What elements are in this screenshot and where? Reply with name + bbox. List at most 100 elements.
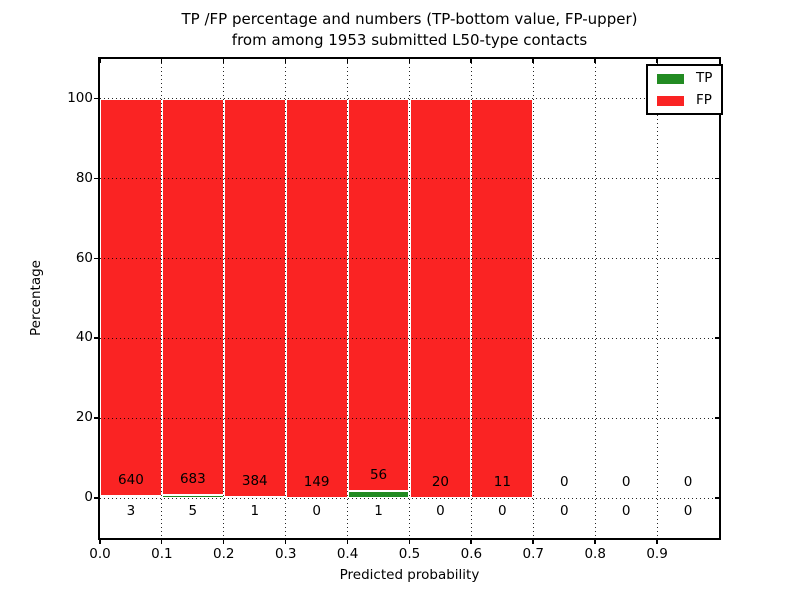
y-tick-mark [94, 337, 98, 339]
x-tick-label: 0.3 [274, 546, 297, 562]
h-gridline [100, 417, 719, 419]
fp-bar-segment [161, 98, 224, 496]
y-tick-label: 40 [75, 329, 93, 346]
tp-count-label: 0 [498, 503, 507, 520]
y-tick-label: 100 [67, 89, 93, 106]
x-tick-mark [222, 540, 225, 544]
x-tick-mark-top [656, 59, 658, 63]
x-tick-mark [346, 540, 349, 544]
tp-count-label: 1 [250, 503, 260, 520]
fp-count-label: 384 [241, 473, 268, 490]
x-tick-mark-top [222, 59, 225, 63]
fp-count-label: 56 [369, 467, 388, 484]
fp-color-swatch [657, 95, 684, 106]
x-tick-label: 0.0 [89, 546, 111, 562]
y-tick-mark-right [715, 257, 719, 260]
tp-color-swatch [657, 73, 684, 84]
legend-item-tp: TP [657, 70, 713, 86]
x-tick-mark-top [346, 59, 349, 63]
h-gridline [100, 337, 719, 339]
y-tick-mark-right [715, 337, 719, 339]
tp-count-label: 0 [559, 503, 569, 520]
fp-count-label: 683 [179, 471, 206, 488]
x-tick-label: 0.2 [213, 546, 235, 562]
y-tick-label: 0 [84, 489, 93, 506]
y-tick-mark [94, 417, 98, 419]
tp-count-label: 0 [621, 503, 631, 520]
fp-count-label: 11 [493, 474, 511, 491]
fp-bar-segment [100, 98, 162, 497]
fp-count-label: 0 [683, 474, 693, 491]
fp-bar-segment [347, 98, 410, 492]
plot-area: 640 3 683 5 384 1 149 0 56 1 20 0 11 0 0 0 0 0 0 0 [99, 59, 719, 538]
v-gridline [594, 59, 596, 538]
x-tick-mark [470, 540, 472, 544]
x-tick-label: 0.9 [646, 546, 668, 562]
x-tick-mark-top [284, 59, 287, 63]
y-tick-mark-right [715, 177, 719, 180]
legend-item-fp: FP [657, 92, 712, 108]
y-tick-label: 20 [75, 409, 93, 426]
x-tick-mark-top [594, 59, 596, 63]
y-tick-mark-right [715, 417, 719, 419]
legend-label-fp: FP [696, 92, 712, 108]
y-tick-mark [94, 177, 98, 180]
y-tick-mark-right [715, 497, 719, 499]
y-tick-mark [94, 497, 98, 499]
x-tick-mark [656, 540, 658, 544]
v-gridline [161, 59, 163, 538]
fp-count-label: 0 [621, 474, 631, 491]
v-gridline [532, 59, 534, 538]
fp-bar-segment [471, 98, 534, 499]
tp-count-label: 1 [374, 503, 383, 520]
x-tick-mark [160, 540, 163, 544]
chart-title: TP /FP percentage and numbers (TP-bottom… [100, 9, 719, 51]
x-tick-mark [594, 540, 596, 544]
v-gridline [656, 59, 658, 538]
x-tick-label: 0.6 [460, 546, 483, 562]
fp-count-label: 20 [431, 474, 450, 491]
x-tick-mark-top [470, 59, 472, 63]
fp-bar-segment [285, 98, 348, 499]
y-tick-label: 60 [75, 249, 93, 266]
v-gridline [409, 59, 410, 538]
y-tick-label: 80 [75, 169, 93, 186]
legend-label-tp: TP [696, 70, 713, 86]
tp-count-label: 3 [126, 503, 136, 520]
tp-count-label: 5 [188, 503, 198, 520]
h-gridline [100, 178, 719, 180]
x-tick-mark-top [99, 59, 101, 63]
y-tick-mark [94, 257, 98, 260]
x-tick-label: 0.8 [584, 546, 606, 562]
fp-bar-segment [409, 98, 472, 499]
chart-title-line1: TP /FP percentage and numbers (TP-bottom… [181, 10, 638, 28]
x-tick-mark [532, 540, 534, 544]
v-gridline [223, 59, 225, 538]
legend: TP FP [646, 64, 724, 115]
fp-count-label: 640 [118, 472, 144, 489]
tp-count-label: 0 [683, 503, 693, 520]
v-gridline [470, 59, 472, 538]
h-gridline [100, 258, 719, 260]
x-tick-mark [408, 540, 410, 544]
x-tick-mark-top [408, 59, 410, 63]
v-gridline [285, 59, 287, 538]
tp-count-label: 0 [312, 503, 321, 520]
y-axis-title: Percentage [28, 260, 44, 336]
v-gridline [347, 59, 349, 538]
fp-bar-segment [223, 98, 286, 498]
h-gridline [100, 497, 719, 499]
x-tick-mark [284, 540, 287, 544]
h-gridline [100, 98, 719, 100]
y-tick-mark [94, 97, 98, 100]
fp-count-label: 149 [303, 474, 330, 491]
x-tick-label: 0.1 [151, 546, 173, 562]
x-tick-label: 0.5 [398, 546, 421, 562]
x-tick-mark-top [532, 59, 534, 63]
fp-count-label: 0 [559, 474, 569, 491]
x-tick-label: 0.4 [336, 546, 359, 562]
x-tick-mark [99, 540, 101, 544]
x-tick-label: 0.7 [522, 546, 545, 562]
tp-count-label: 0 [436, 503, 445, 520]
